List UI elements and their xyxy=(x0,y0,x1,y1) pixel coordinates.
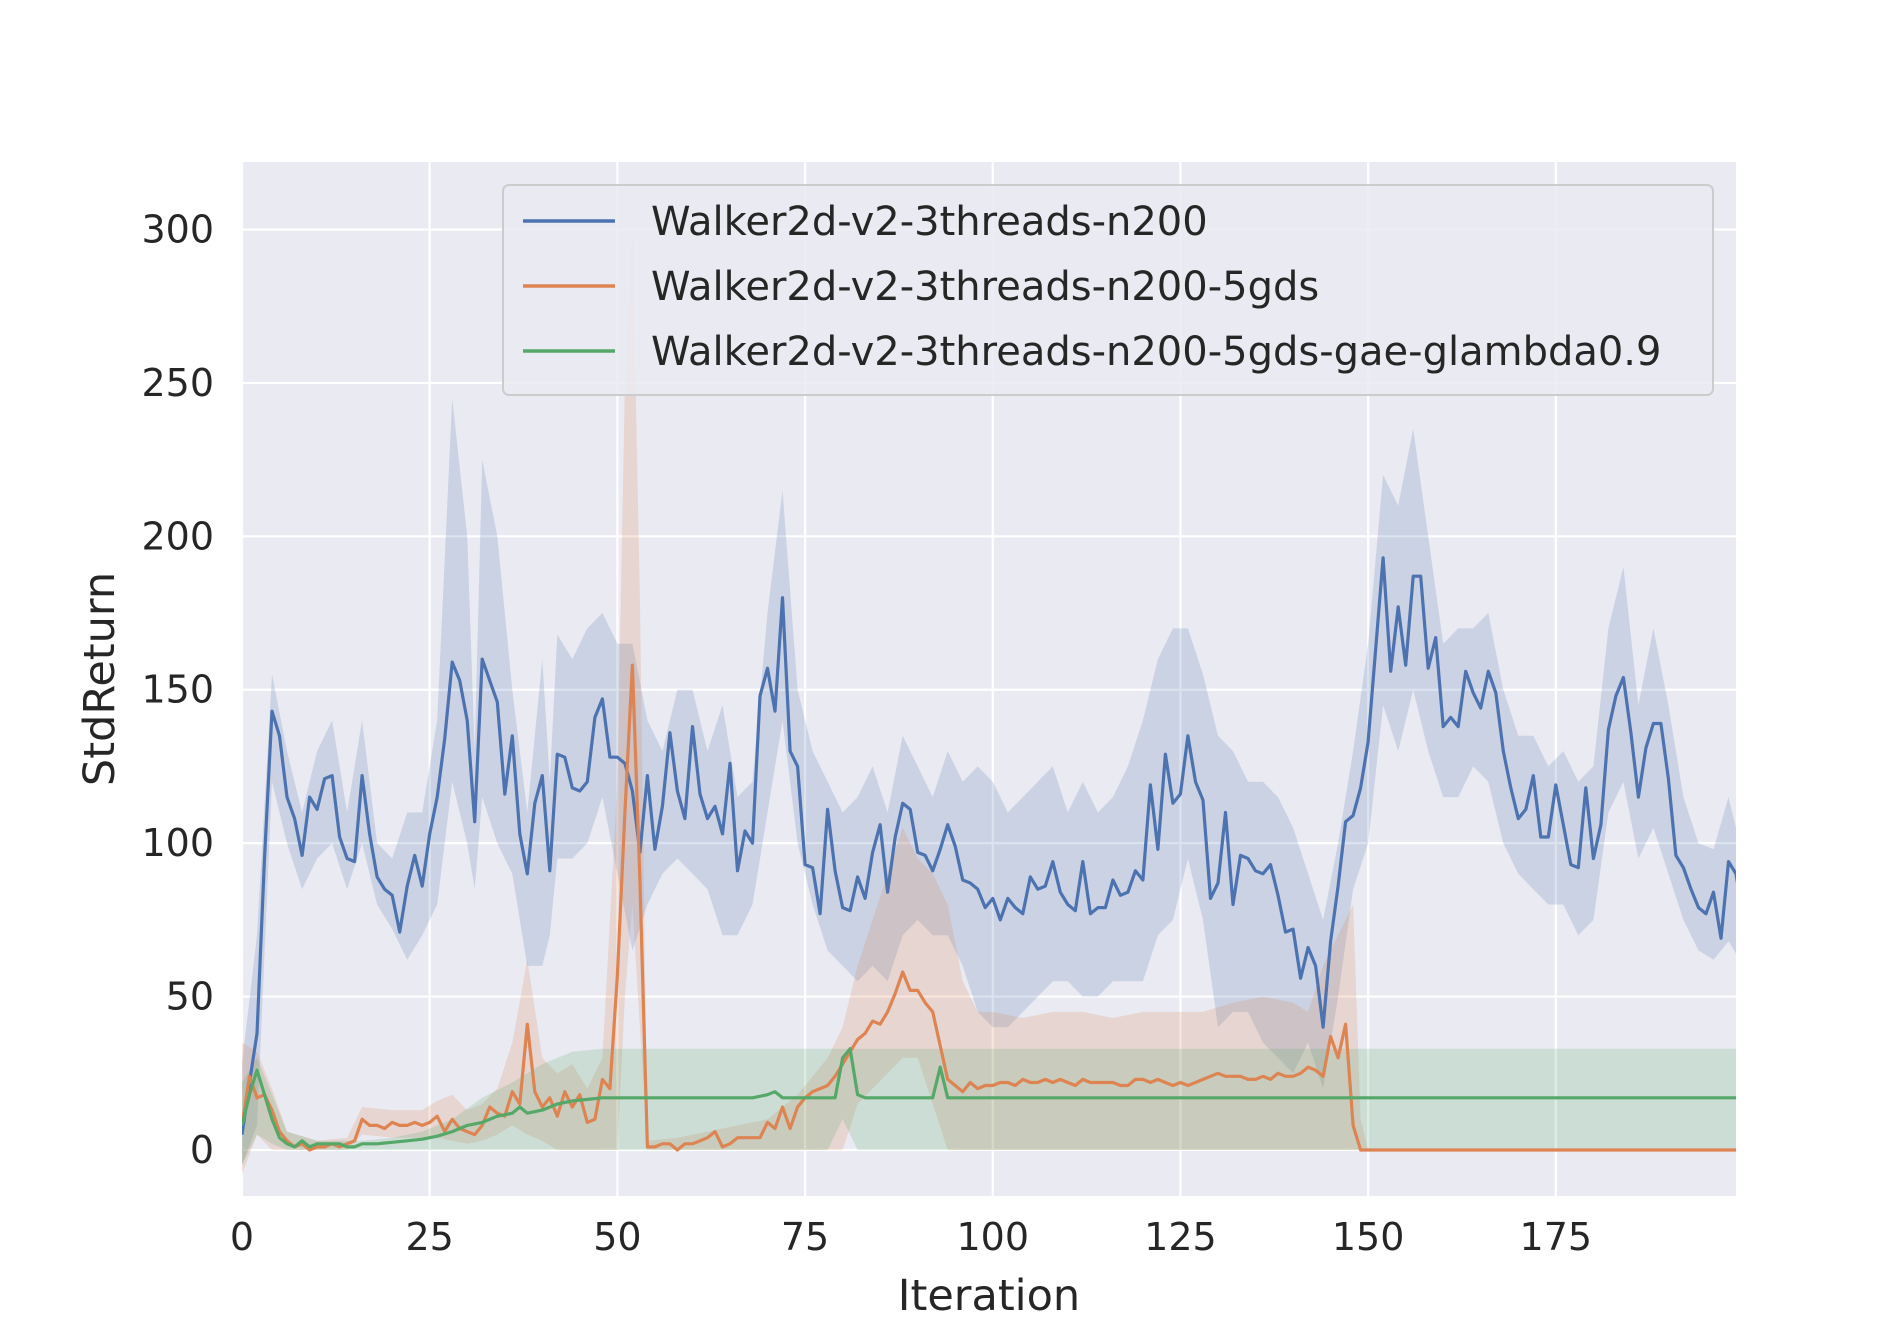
x-tick-label: 125 xyxy=(1144,1215,1217,1259)
y-tick-label: 300 xyxy=(141,208,214,252)
x-tick-label: 75 xyxy=(781,1215,829,1259)
x-tick-labels: 0 25 50 75 100 125 150 175 xyxy=(230,1215,1592,1259)
y-tick-label: 250 xyxy=(141,361,214,405)
legend: Walker2d-v2-3threads-n200 Walker2d-v2-3th… xyxy=(502,184,1714,396)
series-lines xyxy=(242,556,1736,1152)
confidence-bands xyxy=(242,229,1736,1175)
legend-label: Walker2d-v2-3threads-n200-5gds xyxy=(651,264,1319,310)
y-tick-labels: 0 50 100 150 200 250 300 xyxy=(141,208,214,1172)
x-tick-label: 150 xyxy=(1332,1215,1405,1259)
y-axis-label: StdReturn xyxy=(75,572,125,786)
x-tick-label: 50 xyxy=(593,1215,641,1259)
band-Walker2d-v2-3threads-n200-5gds xyxy=(242,229,1736,1175)
series-line-Walker2d-v2-3threads-n200 xyxy=(242,556,1736,1135)
band-Walker2d-v2-3threads-n200 xyxy=(242,398,1736,1166)
series-line-Walker2d-v2-3threads-n200-5gds-gae-glambda0.9 xyxy=(242,1047,1736,1149)
y-tick-label: 0 xyxy=(190,1128,214,1172)
band-Walker2d-v2-3threads-n200-5gds-gae-glambda0.9 xyxy=(242,1048,1736,1166)
y-tick-label: 100 xyxy=(141,821,214,865)
x-tick-label: 0 xyxy=(230,1215,254,1259)
legend-label: Walker2d-v2-3threads-n200-5gds-gae-glamb… xyxy=(651,329,1661,375)
y-tick-label: 150 xyxy=(141,668,214,712)
legend-box xyxy=(502,184,1714,396)
x-axis-label: Iteration xyxy=(898,1271,1080,1321)
legend-label: Walker2d-v2-3threads-n200 xyxy=(651,199,1208,245)
y-tick-label: 200 xyxy=(141,514,214,558)
x-tick-label: 100 xyxy=(956,1215,1029,1259)
y-tick-label: 50 xyxy=(166,975,214,1019)
x-tick-label: 175 xyxy=(1520,1215,1593,1259)
x-tick-label: 25 xyxy=(406,1215,454,1259)
